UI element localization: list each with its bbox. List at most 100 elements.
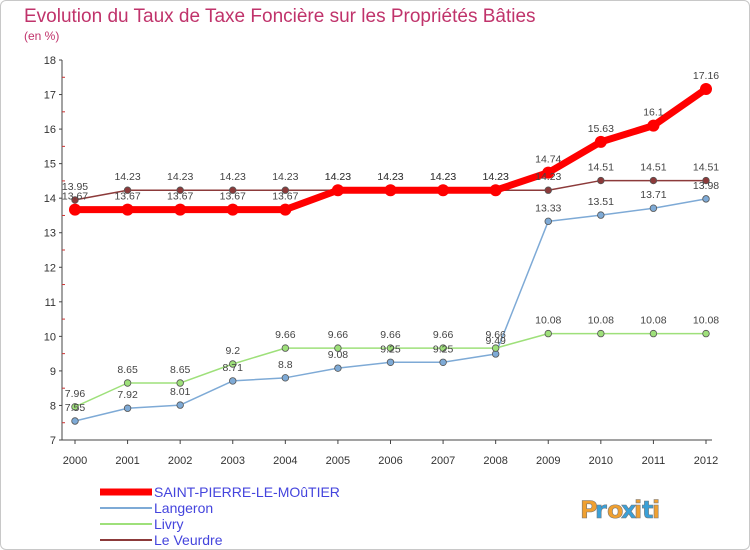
series-2 [71, 329, 710, 411]
y-tick-label: 16 [44, 124, 56, 136]
data-label: 14.23 [377, 171, 403, 183]
data-label: 14.51 [693, 162, 719, 174]
data-label: 7.92 [117, 389, 138, 401]
data-label: 9.2 [225, 345, 240, 357]
data-point [702, 195, 710, 203]
data-labels: 13.67 13.67 13.67 13.67 13.67 14.23 14.23 14.23… [62, 70, 719, 414]
x-tick-label: 2012 [694, 455, 718, 467]
x-tick-label: 2005 [326, 455, 350, 467]
data-label: 10.08 [588, 315, 614, 327]
data-label: 14.23 [377, 171, 403, 183]
data-point [649, 204, 658, 212]
data-point [597, 329, 605, 338]
brand-letter: t [642, 496, 653, 524]
data-label: 8.8 [278, 359, 293, 371]
chart-title: Evolution du Taux de Taxe Foncière sur l… [24, 6, 536, 27]
x-tick-label: 2004 [273, 455, 297, 467]
data-label: 8.71 [223, 362, 244, 374]
data-label: 14.23 [272, 171, 298, 183]
data-point [649, 329, 658, 338]
data-label: 9.66 [485, 329, 506, 341]
y-tick-label: 12 [44, 262, 56, 274]
data-label: 9.25 [433, 343, 454, 355]
x-tick-label: 2008 [483, 455, 507, 467]
data-label: 10.08 [535, 315, 561, 327]
data-point [279, 203, 292, 216]
data-point [71, 403, 79, 411]
data-point [226, 203, 239, 216]
data-label: 10.08 [640, 315, 666, 327]
data-label: 13.98 [693, 180, 719, 192]
axes: 7 8 9 10 11 12 13 14 15 16 17 18 2000 2001 2002 2003 200… [44, 55, 718, 467]
data-point [649, 176, 658, 185]
series-layer [69, 83, 712, 425]
data-label: 14.23 [220, 171, 246, 183]
y-tick-label: 8 [50, 400, 56, 412]
data-label: 8.65 [117, 364, 138, 376]
data-label: 13.67 [167, 191, 193, 203]
data-point [229, 360, 237, 368]
data-label: 13.67 [220, 191, 246, 203]
brand-logo: Pr oxi ti [580, 496, 661, 525]
x-tick-label: 2000 [63, 455, 87, 467]
x-tick-label: 2010 [589, 455, 613, 467]
data-label: 9.49 [485, 335, 506, 347]
data-point [334, 364, 342, 372]
legend-label: Le Veurdre [154, 532, 223, 548]
data-point [437, 184, 450, 197]
y-tick-label: 14 [44, 193, 56, 205]
data-point [71, 196, 79, 204]
data-point [71, 417, 79, 425]
data-point [281, 374, 290, 382]
data-label: 7.96 [65, 388, 86, 400]
brand-letter: P [580, 496, 598, 524]
y-tick-label: 7 [50, 435, 56, 447]
x-tick-label: 2011 [642, 455, 666, 467]
y-tick-label: 18 [44, 55, 56, 67]
data-point [544, 217, 552, 226]
legend-label: Livry [154, 516, 184, 532]
data-point [489, 184, 502, 197]
data-point [176, 379, 184, 387]
data-point [384, 184, 397, 197]
data-label: 13.95 [62, 181, 88, 193]
data-point [123, 379, 132, 387]
data-point [281, 344, 290, 352]
data-point [174, 203, 187, 216]
data-label: 9.25 [380, 343, 401, 355]
series-0 [69, 83, 712, 216]
data-label: 14.23 [483, 171, 509, 183]
data-label: 13.67 [272, 191, 298, 203]
x-tick-label: 2009 [536, 455, 560, 467]
data-label: 13.67 [62, 191, 88, 203]
x-tick-label: 2003 [221, 455, 245, 467]
data-label: 10.08 [693, 315, 719, 327]
data-label: 14.23 [430, 171, 456, 183]
data-point [702, 176, 710, 185]
data-point [544, 329, 552, 338]
y-tick-label: 15 [44, 159, 56, 171]
data-point [281, 186, 290, 194]
data-point [386, 358, 395, 366]
data-point [700, 83, 712, 96]
data-label: 9.66 [433, 329, 454, 341]
data-point [334, 344, 342, 352]
data-label: 8.65 [170, 364, 191, 376]
data-point [176, 401, 184, 409]
data-label: 13.71 [640, 189, 666, 201]
data-point [597, 211, 605, 219]
data-label: 14.23 [325, 171, 351, 183]
data-point [594, 135, 607, 148]
data-label: 13.33 [535, 202, 561, 214]
x-tick-label: 2001 [115, 455, 139, 467]
data-point [121, 203, 134, 216]
legend-label: Langeron [154, 500, 213, 516]
chart-subtitle: (en %) [24, 29, 59, 43]
data-label: 9.66 [275, 329, 296, 341]
data-point [544, 186, 552, 194]
data-point [176, 186, 184, 194]
legend-label: SAINT-PIERRE-LE-MOûTIER [154, 484, 340, 500]
data-label: 14.51 [588, 162, 614, 174]
